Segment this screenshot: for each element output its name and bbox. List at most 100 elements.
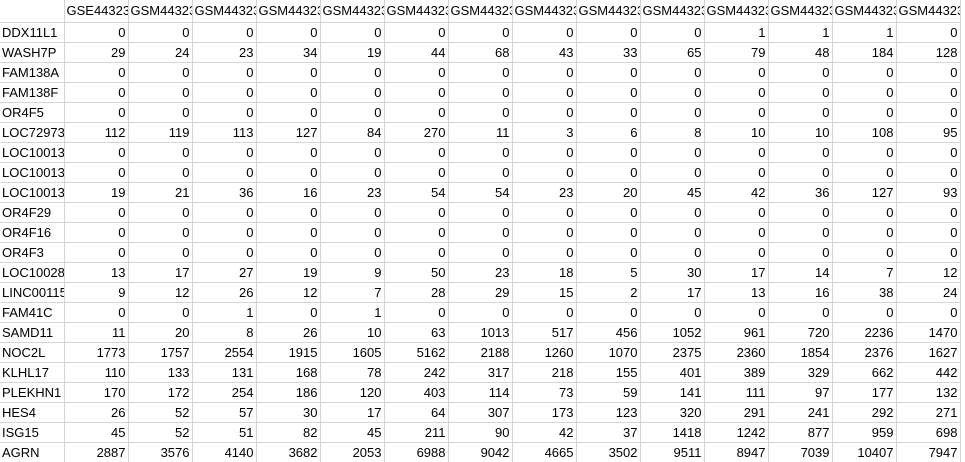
header-cell[interactable]: GSM44323 xyxy=(256,0,321,23)
value-cell[interactable]: 11 xyxy=(64,322,129,343)
value-cell[interactable]: 42 xyxy=(512,422,577,443)
value-cell[interactable]: 401 xyxy=(640,362,705,383)
value-cell[interactable]: 0 xyxy=(128,22,193,43)
value-cell[interactable]: 0 xyxy=(192,202,257,223)
gene-cell[interactable]: NOC2L xyxy=(0,342,65,363)
value-cell[interactable]: 172 xyxy=(128,382,193,403)
gene-cell[interactable]: OR4F16 xyxy=(0,222,65,243)
value-cell[interactable]: 0 xyxy=(768,142,833,163)
value-cell[interactable]: 2554 xyxy=(192,342,257,363)
value-cell[interactable]: 119 xyxy=(128,122,193,143)
value-cell[interactable]: 0 xyxy=(512,102,577,123)
value-cell[interactable]: 0 xyxy=(320,82,385,103)
corner-cell[interactable] xyxy=(0,0,65,23)
value-cell[interactable]: 27 xyxy=(192,262,257,283)
value-cell[interactable]: 29 xyxy=(64,42,129,63)
value-cell[interactable]: 16 xyxy=(256,182,321,203)
value-cell[interactable]: 0 xyxy=(384,202,449,223)
value-cell[interactable]: 23 xyxy=(512,182,577,203)
value-cell[interactable]: 13 xyxy=(64,262,129,283)
value-cell[interactable]: 0 xyxy=(832,302,897,323)
header-cell[interactable]: GSM44323 xyxy=(512,0,577,23)
value-cell[interactable]: 0 xyxy=(640,142,705,163)
value-cell[interactable]: 0 xyxy=(704,142,769,163)
value-cell[interactable]: 68 xyxy=(448,42,513,63)
value-cell[interactable]: 29 xyxy=(448,282,513,303)
value-cell[interactable]: 0 xyxy=(64,242,129,263)
value-cell[interactable]: 0 xyxy=(64,102,129,123)
value-cell[interactable]: 0 xyxy=(320,222,385,243)
value-cell[interactable]: 0 xyxy=(448,302,513,323)
value-cell[interactable]: 11 xyxy=(448,122,513,143)
value-cell[interactable]: 292 xyxy=(832,402,897,423)
value-cell[interactable]: 108 xyxy=(832,122,897,143)
gene-cell[interactable]: PLEKHN1 xyxy=(0,382,65,403)
value-cell[interactable]: 3502 xyxy=(576,442,641,462)
value-cell[interactable]: 0 xyxy=(256,242,321,263)
value-cell[interactable]: 0 xyxy=(64,202,129,223)
value-cell[interactable]: 2 xyxy=(576,282,641,303)
value-cell[interactable]: 57 xyxy=(192,402,257,423)
value-cell[interactable]: 12 xyxy=(896,262,961,283)
value-cell[interactable]: 173 xyxy=(512,402,577,423)
value-cell[interactable]: 1 xyxy=(320,302,385,323)
value-cell[interactable]: 0 xyxy=(704,202,769,223)
value-cell[interactable]: 0 xyxy=(576,162,641,183)
value-cell[interactable]: 271 xyxy=(896,402,961,423)
header-cell[interactable]: GSM44323 xyxy=(320,0,385,23)
value-cell[interactable]: 128 xyxy=(896,42,961,63)
value-cell[interactable]: 0 xyxy=(256,82,321,103)
value-cell[interactable]: 7 xyxy=(832,262,897,283)
value-cell[interactable]: 0 xyxy=(192,102,257,123)
gene-cell[interactable]: SAMD11 xyxy=(0,322,65,343)
value-cell[interactable]: 0 xyxy=(512,22,577,43)
value-cell[interactable]: 1 xyxy=(192,302,257,323)
value-cell[interactable]: 0 xyxy=(576,142,641,163)
value-cell[interactable]: 17 xyxy=(128,262,193,283)
gene-cell[interactable]: LOC100133 xyxy=(0,162,65,183)
value-cell[interactable]: 0 xyxy=(384,102,449,123)
value-cell[interactable]: 0 xyxy=(320,102,385,123)
value-cell[interactable]: 0 xyxy=(704,222,769,243)
value-cell[interactable]: 0 xyxy=(768,162,833,183)
value-cell[interactable]: 291 xyxy=(704,402,769,423)
value-cell[interactable]: 0 xyxy=(256,62,321,83)
value-cell[interactable]: 120 xyxy=(320,382,385,403)
value-cell[interactable]: 329 xyxy=(768,362,833,383)
value-cell[interactable]: 19 xyxy=(64,182,129,203)
value-cell[interactable]: 127 xyxy=(256,122,321,143)
value-cell[interactable]: 0 xyxy=(448,202,513,223)
value-cell[interactable]: 0 xyxy=(256,102,321,123)
value-cell[interactable]: 0 xyxy=(896,82,961,103)
value-cell[interactable]: 23 xyxy=(192,42,257,63)
value-cell[interactable]: 0 xyxy=(448,62,513,83)
value-cell[interactable]: 442 xyxy=(896,362,961,383)
value-cell[interactable]: 24 xyxy=(128,42,193,63)
value-cell[interactable]: 7947 xyxy=(896,442,961,462)
value-cell[interactable]: 720 xyxy=(768,322,833,343)
value-cell[interactable]: 0 xyxy=(64,142,129,163)
value-cell[interactable]: 0 xyxy=(640,242,705,263)
value-cell[interactable]: 37 xyxy=(576,422,641,443)
value-cell[interactable]: 1605 xyxy=(320,342,385,363)
value-cell[interactable]: 0 xyxy=(64,162,129,183)
value-cell[interactable]: 0 xyxy=(64,222,129,243)
value-cell[interactable]: 0 xyxy=(384,82,449,103)
value-cell[interactable]: 0 xyxy=(832,102,897,123)
header-cell[interactable]: GSM44323 xyxy=(768,0,833,23)
value-cell[interactable]: 0 xyxy=(576,22,641,43)
value-cell[interactable]: 132 xyxy=(896,382,961,403)
value-cell[interactable]: 0 xyxy=(320,142,385,163)
gene-cell[interactable]: FAM138A xyxy=(0,62,65,83)
value-cell[interactable]: 0 xyxy=(384,222,449,243)
value-cell[interactable]: 8947 xyxy=(704,442,769,462)
value-cell[interactable]: 0 xyxy=(384,162,449,183)
value-cell[interactable]: 28 xyxy=(384,282,449,303)
value-cell[interactable]: 3682 xyxy=(256,442,321,462)
value-cell[interactable]: 0 xyxy=(448,102,513,123)
value-cell[interactable]: 0 xyxy=(576,222,641,243)
value-cell[interactable]: 0 xyxy=(128,242,193,263)
value-cell[interactable]: 0 xyxy=(640,62,705,83)
value-cell[interactable]: 0 xyxy=(640,102,705,123)
value-cell[interactable]: 0 xyxy=(576,202,641,223)
